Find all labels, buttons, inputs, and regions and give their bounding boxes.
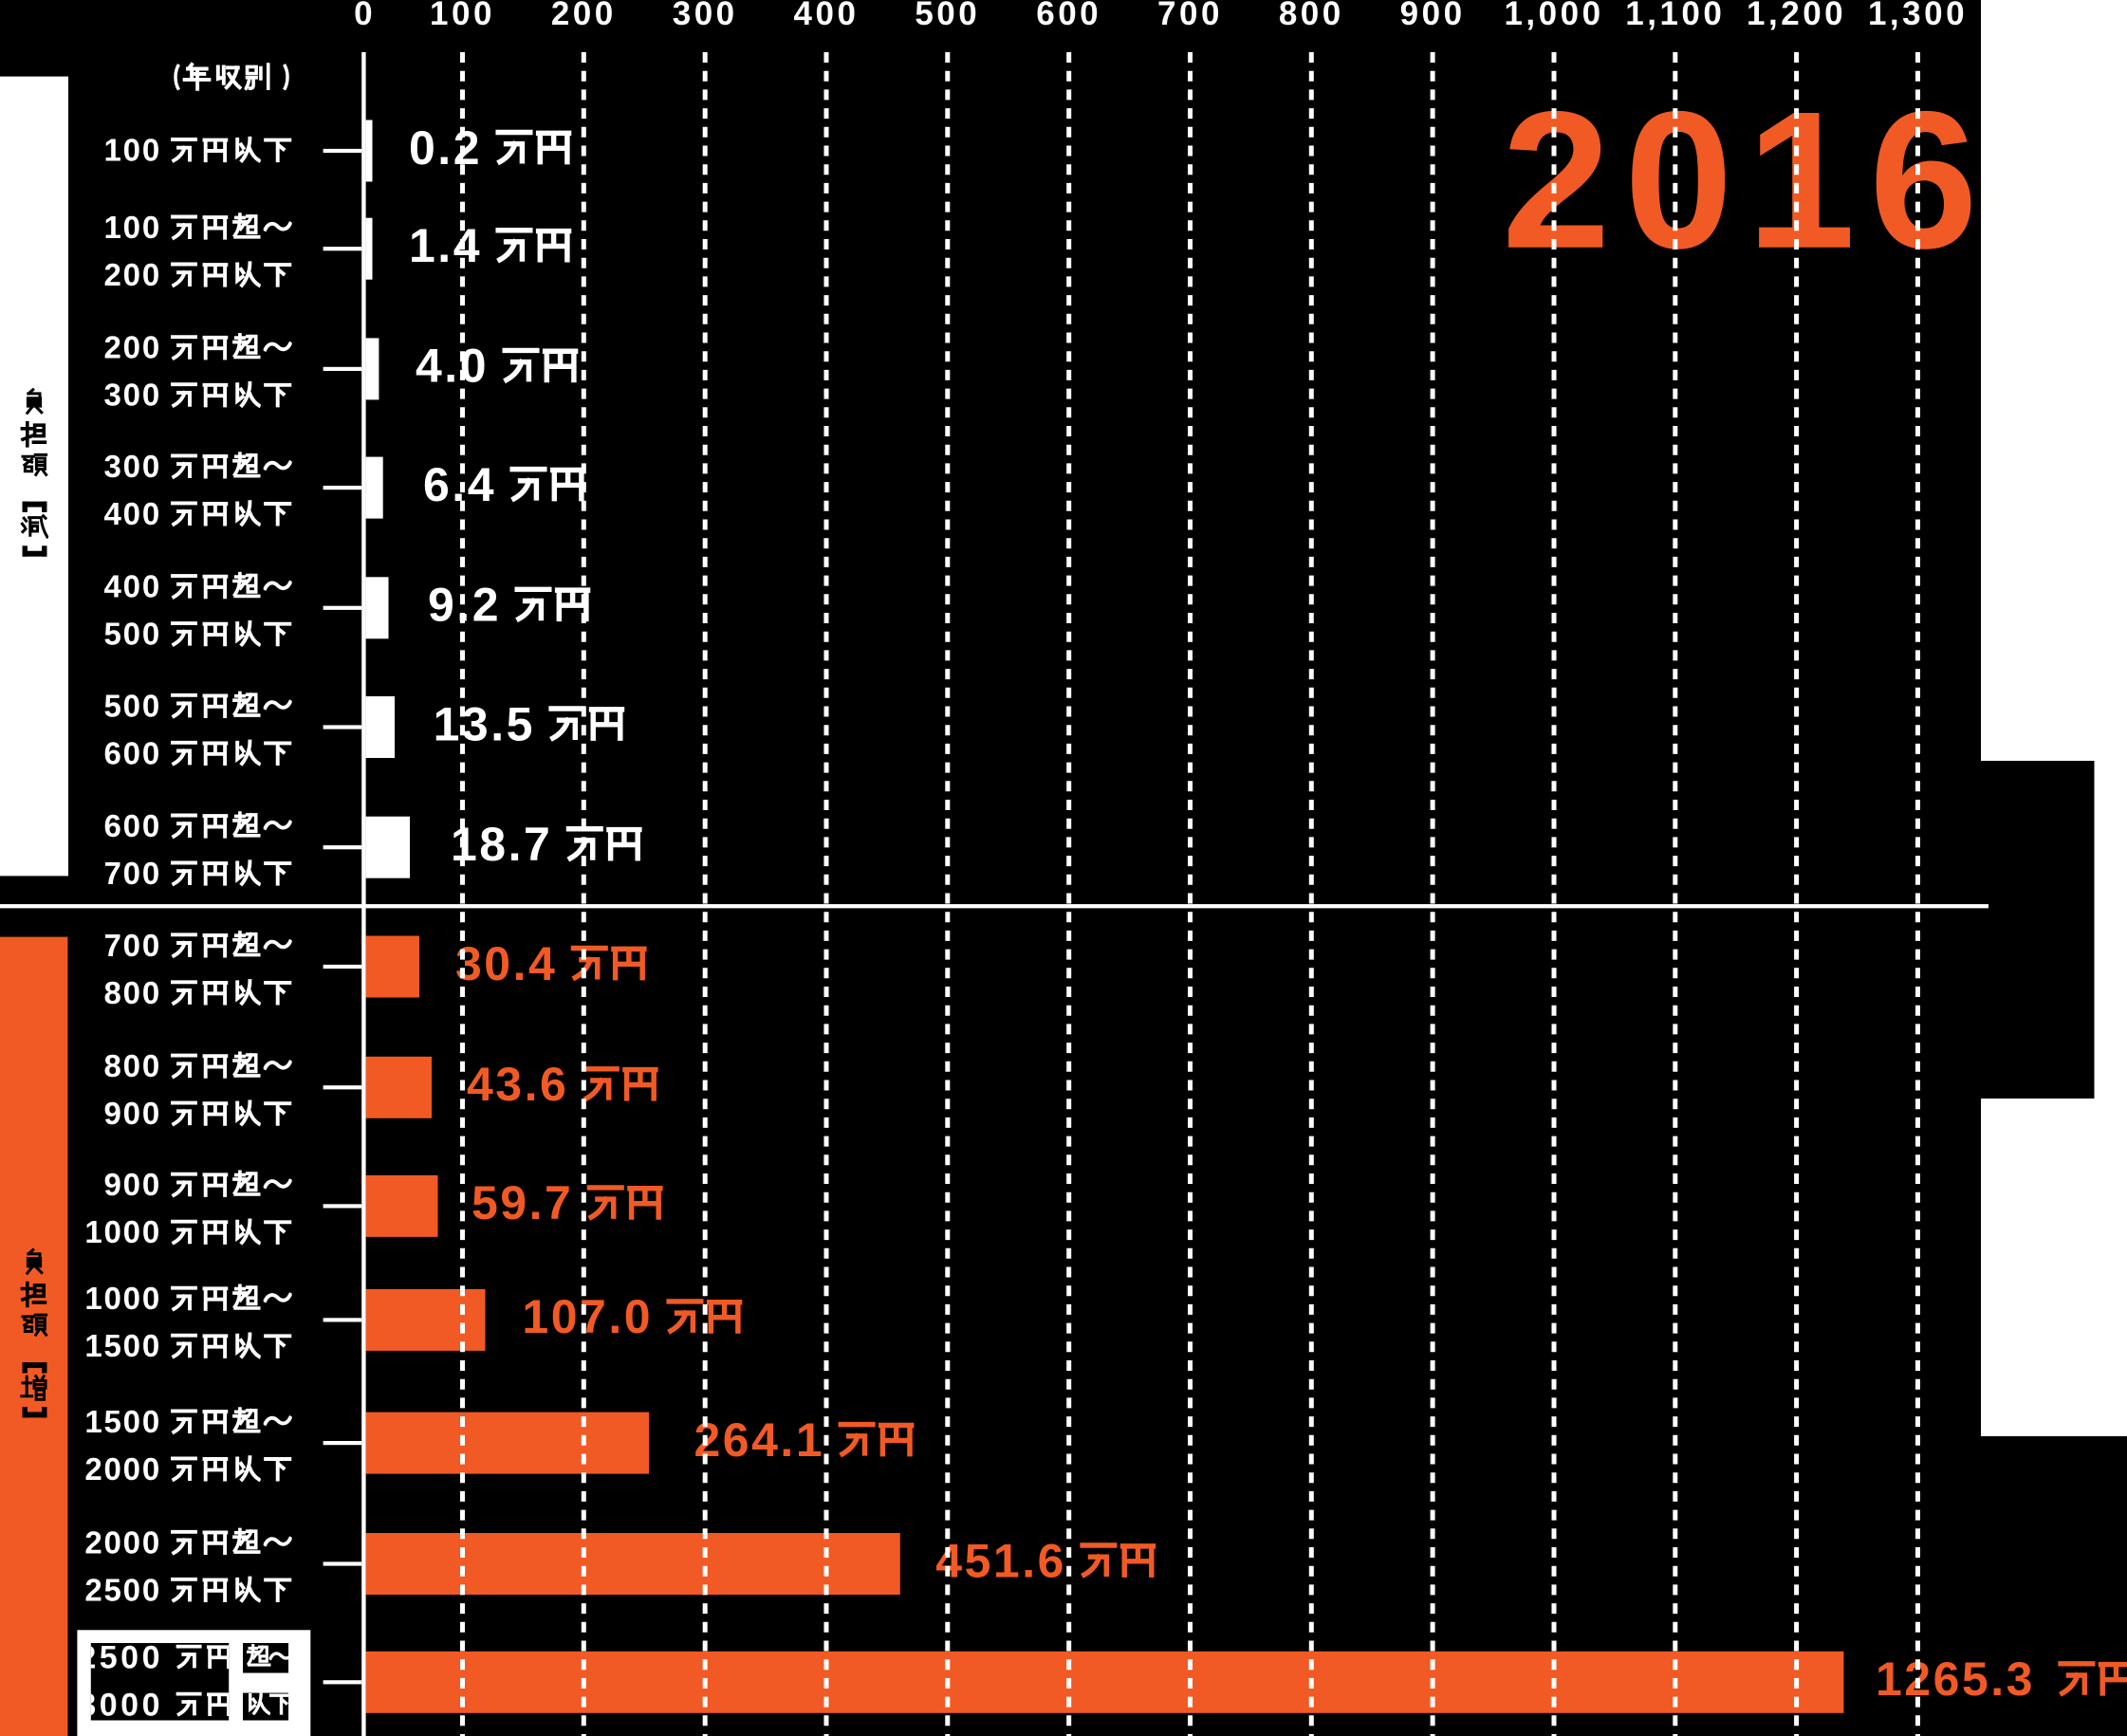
svg-text:13.5: 13.5 bbox=[434, 697, 535, 750]
svg-text:3000: 3000 bbox=[78, 1688, 163, 1724]
svg-text:400: 400 bbox=[794, 0, 860, 32]
svg-text:500: 500 bbox=[104, 688, 161, 723]
svg-text:800: 800 bbox=[104, 1048, 161, 1083]
svg-text:700: 700 bbox=[1157, 0, 1223, 32]
svg-text:1500: 1500 bbox=[84, 1404, 161, 1439]
svg-text:0.2: 0.2 bbox=[409, 121, 482, 175]
svg-text:2500: 2500 bbox=[84, 1572, 161, 1607]
svg-text:451.6: 451.6 bbox=[935, 1534, 1066, 1587]
svg-text:300: 300 bbox=[104, 449, 161, 484]
svg-text:600: 600 bbox=[104, 735, 161, 770]
svg-text:0: 0 bbox=[354, 0, 376, 32]
svg-text:1,000: 1,000 bbox=[1504, 0, 1603, 32]
svg-text:1500: 1500 bbox=[84, 1328, 161, 1363]
svg-text:500: 500 bbox=[104, 617, 161, 652]
svg-text:59.7: 59.7 bbox=[472, 1176, 573, 1229]
svg-text:400: 400 bbox=[104, 569, 161, 604]
svg-text:700: 700 bbox=[104, 928, 161, 963]
svg-text:1265.3: 1265.3 bbox=[1876, 1653, 2035, 1706]
svg-text:6.4: 6.4 bbox=[423, 458, 496, 511]
svg-text:800: 800 bbox=[104, 975, 161, 1010]
svg-text:1,100: 1,100 bbox=[1625, 0, 1725, 32]
svg-text:600: 600 bbox=[104, 808, 161, 843]
svg-text:500: 500 bbox=[915, 0, 980, 32]
svg-text:400: 400 bbox=[104, 496, 161, 531]
svg-text:700: 700 bbox=[104, 856, 161, 891]
svg-text:4.0: 4.0 bbox=[416, 340, 489, 393]
svg-text:200: 200 bbox=[551, 0, 617, 32]
svg-text:9.2: 9.2 bbox=[428, 579, 501, 632]
svg-text:43.6: 43.6 bbox=[467, 1058, 568, 1111]
svg-text:2000: 2000 bbox=[84, 1524, 161, 1560]
svg-text:30.4: 30.4 bbox=[455, 937, 557, 990]
svg-text:18.7: 18.7 bbox=[451, 818, 552, 871]
svg-text:300: 300 bbox=[104, 378, 161, 413]
svg-text:900: 900 bbox=[1400, 0, 1466, 32]
svg-text:200: 200 bbox=[104, 257, 161, 292]
svg-text:100: 100 bbox=[104, 210, 161, 245]
svg-text:1.4: 1.4 bbox=[409, 219, 482, 272]
svg-text:2016: 2016 bbox=[1502, 71, 1991, 289]
svg-text:107.0: 107.0 bbox=[522, 1290, 653, 1343]
svg-text:2500: 2500 bbox=[78, 1640, 163, 1676]
svg-text:1,200: 1,200 bbox=[1747, 0, 1846, 32]
svg-text:1,300: 1,300 bbox=[1868, 0, 1968, 32]
svg-text:300: 300 bbox=[673, 0, 738, 32]
svg-text:2000: 2000 bbox=[84, 1451, 161, 1487]
svg-text:1000: 1000 bbox=[84, 1281, 161, 1316]
svg-text:200: 200 bbox=[104, 330, 161, 365]
svg-text:900: 900 bbox=[104, 1096, 161, 1131]
svg-text:264.1: 264.1 bbox=[694, 1413, 825, 1467]
svg-text:100: 100 bbox=[430, 0, 495, 32]
svg-text:1000: 1000 bbox=[84, 1214, 161, 1249]
svg-text:100: 100 bbox=[104, 133, 161, 168]
svg-text:900: 900 bbox=[104, 1167, 161, 1202]
svg-text:600: 600 bbox=[1036, 0, 1101, 32]
svg-text:800: 800 bbox=[1279, 0, 1344, 32]
